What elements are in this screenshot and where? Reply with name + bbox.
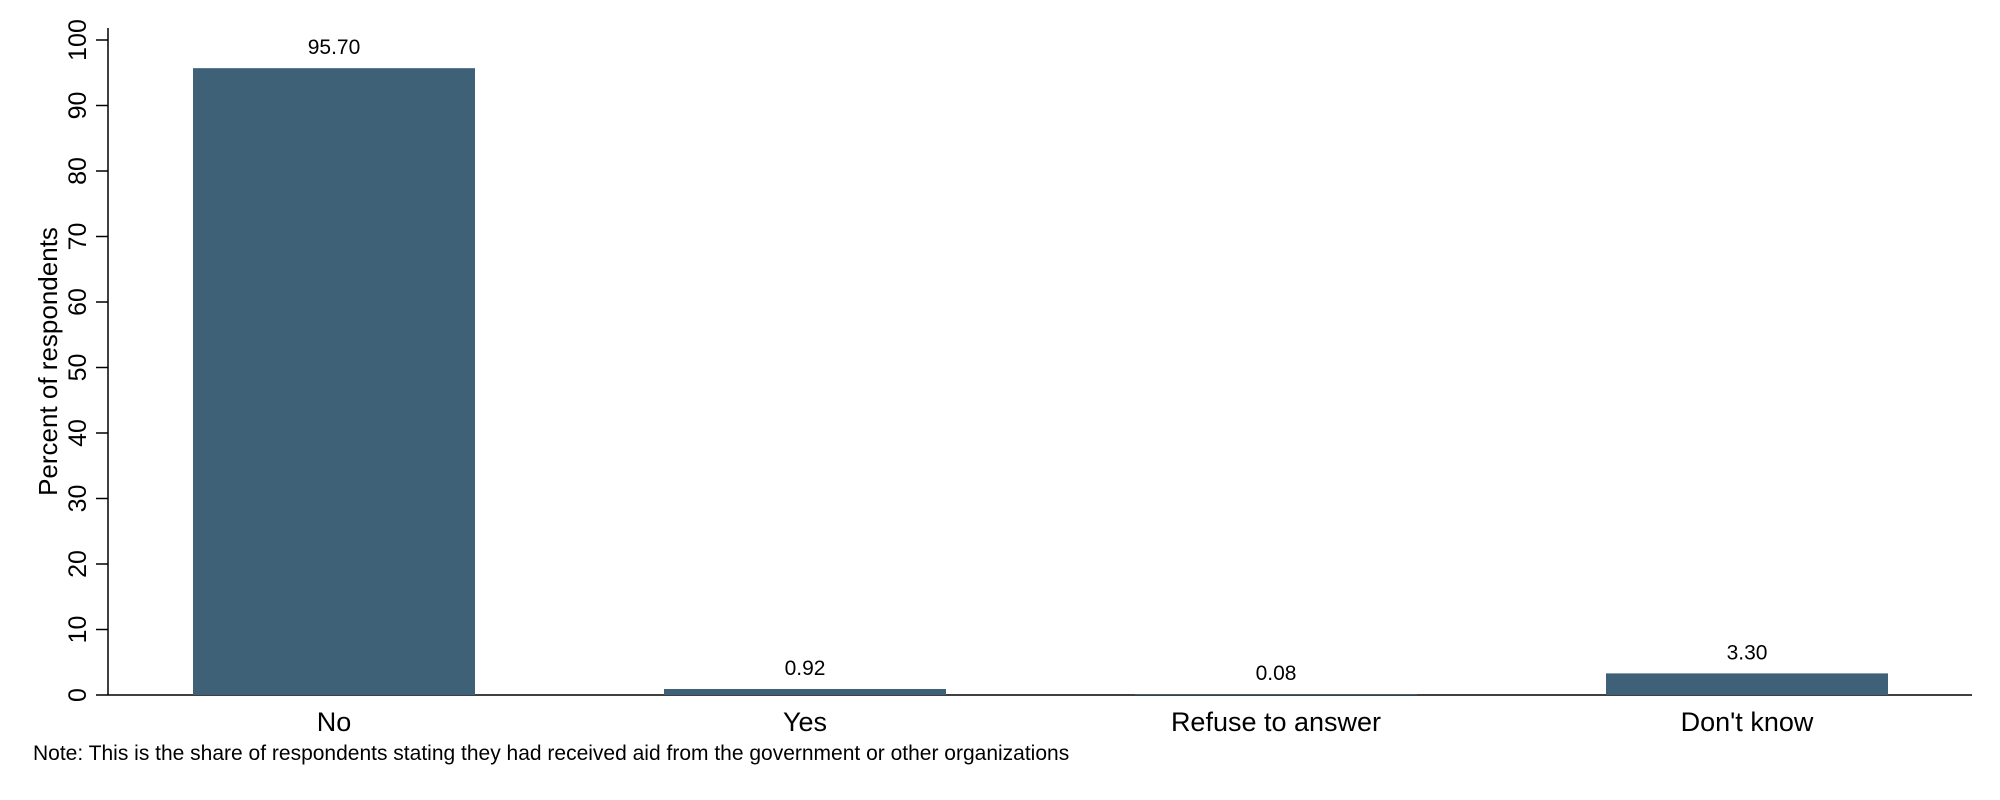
category-label: Refuse to answer	[1171, 707, 1381, 737]
chart-note: Note: This is the share of respondents s…	[33, 742, 1070, 765]
bar-value-label: 95.70	[308, 36, 361, 59]
y-tick-label: 10	[64, 616, 92, 644]
y-axis: 0 10 20 30 40 50 60 70 80 90 100	[64, 19, 109, 702]
bar	[1606, 673, 1888, 695]
y-tick-label: 80	[64, 157, 92, 185]
y-tick-label: 30	[64, 485, 92, 513]
bar-value-label: 0.08	[1256, 662, 1297, 685]
y-tick-label: 100	[64, 19, 92, 61]
bar	[1135, 694, 1417, 695]
category-label: Yes	[783, 707, 827, 737]
bars	[193, 68, 1888, 696]
y-axis-title: Percent of respondents	[33, 227, 63, 496]
bar	[193, 68, 475, 696]
bar-value-label: 3.30	[1727, 641, 1768, 664]
bar-value-label: 0.92	[785, 657, 826, 680]
bar	[664, 688, 946, 695]
y-tick-label: 20	[64, 550, 92, 578]
y-tick-label: 0	[64, 688, 92, 702]
y-tick-label: 40	[64, 419, 92, 447]
category-label: Don't know	[1681, 707, 1814, 737]
y-tick-label: 60	[64, 288, 92, 316]
bar-value-labels: 95.70 0.92 0.08 3.30	[308, 36, 1768, 685]
y-tick-label: 70	[64, 223, 92, 251]
y-tick-label: 90	[64, 92, 92, 120]
y-tick-label: 50	[64, 354, 92, 382]
category-labels: No Yes Refuse to answer Don't know	[317, 707, 1814, 737]
category-label: No	[317, 707, 352, 737]
